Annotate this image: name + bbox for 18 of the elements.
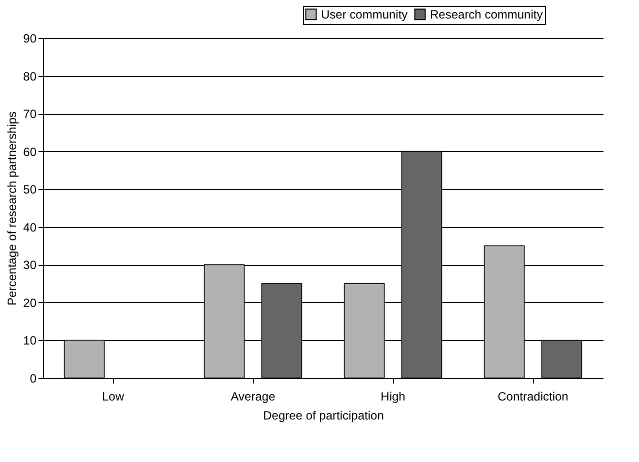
y-tick-label: 90 bbox=[23, 32, 37, 46]
legend-label: User community bbox=[321, 7, 408, 22]
y-tick-label: 10 bbox=[23, 334, 37, 348]
x-tick-label: Contradiction bbox=[498, 390, 568, 404]
y-tick-label: 20 bbox=[23, 296, 37, 310]
y-tick-label: 30 bbox=[23, 258, 37, 272]
x-axis-title: Degree of participation bbox=[263, 408, 384, 422]
legend-label: Research community bbox=[430, 7, 543, 22]
y-tick-label: 0 bbox=[30, 372, 37, 386]
x-tick-label: Low bbox=[102, 390, 124, 404]
y-axis-title: Percentage of research partnerships bbox=[5, 111, 20, 306]
x-tick-label: Average bbox=[230, 390, 276, 404]
y-tick-label: 50 bbox=[23, 182, 37, 197]
y-tick-label: 80 bbox=[23, 69, 37, 84]
y-tick-label: 40 bbox=[23, 220, 37, 234]
y-tick-label: 70 bbox=[23, 107, 37, 122]
x-tick-label: High bbox=[380, 390, 406, 404]
y-tick-label: 60 bbox=[23, 144, 37, 159]
